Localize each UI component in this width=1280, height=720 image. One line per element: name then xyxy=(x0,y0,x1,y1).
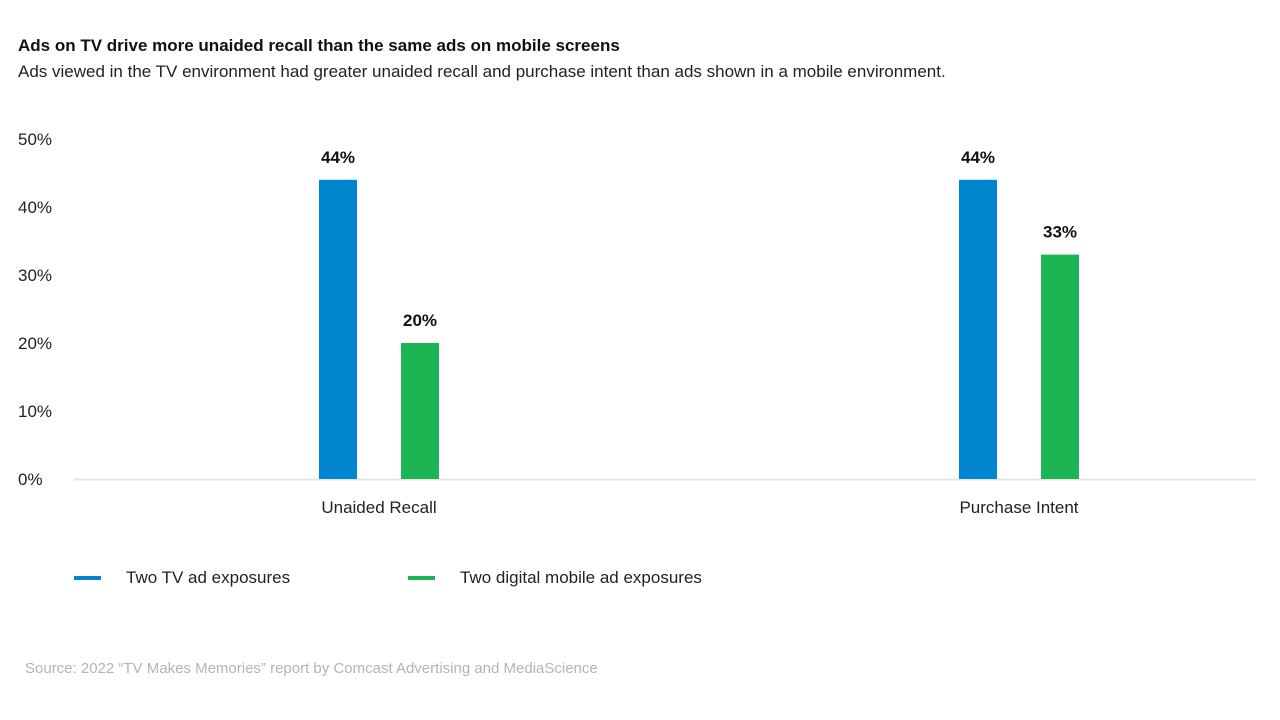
bar xyxy=(401,343,439,479)
y-axis: 0% 10% 20% 30% 40% 50% xyxy=(18,130,52,489)
legend-swatch-mobile xyxy=(408,576,435,580)
bar xyxy=(319,179,357,480)
bar xyxy=(959,179,997,480)
x-axis: Unaided Recall Purchase Intent xyxy=(321,498,1078,517)
y-tick-label: 20% xyxy=(18,334,52,353)
x-tick-label: Purchase Intent xyxy=(959,498,1078,517)
bar xyxy=(1041,254,1079,479)
legend-label-mobile: Two digital mobile ad exposures xyxy=(460,568,702,587)
legend-item-mobile: Two digital mobile ad exposures xyxy=(408,568,702,588)
y-tick-label: 0% xyxy=(18,470,43,489)
y-tick-label: 40% xyxy=(18,198,52,217)
y-tick-label: 30% xyxy=(18,266,52,285)
bar-value-label: 20% xyxy=(403,311,437,330)
bar-value-label: 44% xyxy=(961,148,995,167)
bar-chart: 0% 10% 20% 30% 40% 50% 44% 20% 44% 33% Unaided R… xyxy=(18,130,1256,517)
bars-group: 44% 20% 44% 33% xyxy=(319,148,1079,480)
y-tick-label: 50% xyxy=(18,130,52,149)
x-tick-label: Unaided Recall xyxy=(321,498,436,517)
chart-subtitle: Ads viewed in the TV environment had gre… xyxy=(18,62,946,81)
y-tick-label: 10% xyxy=(18,402,52,421)
legend-item-tv: Two TV ad exposures xyxy=(74,568,290,588)
bar-value-label: 44% xyxy=(321,148,355,167)
legend: Two TV ad exposures Two digital mobile a… xyxy=(0,568,800,592)
legend-swatch-tv xyxy=(74,576,101,580)
source-note: Source: 2022 “TV Makes Memories” report … xyxy=(25,660,598,677)
legend-label-tv: Two TV ad exposures xyxy=(126,568,291,587)
bar-value-label: 33% xyxy=(1043,223,1077,242)
chart-title: Ads on TV drive more unaided recall than… xyxy=(18,36,620,55)
